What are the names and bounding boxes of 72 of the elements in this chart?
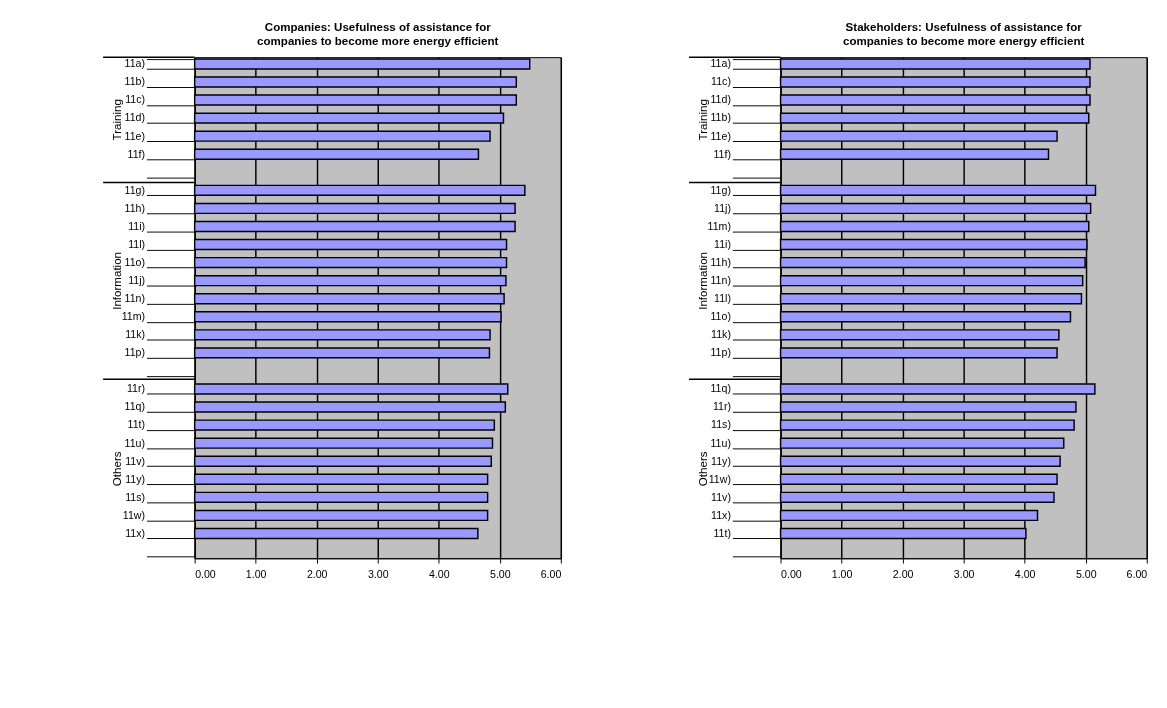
y-tick-label: 11r) [712, 400, 731, 413]
y-tick-label: 11i) [714, 237, 731, 250]
y-tick-label: 11w) [708, 472, 731, 485]
text: Information [697, 252, 710, 310]
y-tick-label: 11j) [128, 274, 146, 287]
x-tick-label: 5.00 [1075, 568, 1097, 581]
y-tick-label: 11v) [711, 490, 731, 503]
y-tick-label: 11a) [124, 57, 146, 70]
y-tick-label: 11j) [714, 201, 731, 214]
y-tick-label: 11e) [710, 129, 731, 142]
x-tick-label: 4.00 [1014, 568, 1036, 581]
x-tick-label: 6.00 [540, 568, 562, 581]
y-tick-label: 11o) [710, 310, 731, 323]
x-tick-label: 6.00 [1126, 568, 1148, 581]
y-tick-label: 11t) [713, 526, 731, 539]
x-tick-label: 1.00 [831, 568, 853, 581]
y-tick-label: 11h) [124, 201, 146, 214]
y-tick-label: 11m) [707, 219, 731, 232]
y-tick-label: 11b) [710, 111, 731, 124]
y-tick-label: 11f) [127, 147, 146, 160]
y-tick-label: 11d) [124, 111, 146, 124]
y-tick-label: 11n) [124, 292, 146, 305]
y-tick-label: 11u) [710, 436, 731, 449]
chart-title: Companies: Usefulness of assistance for companies to become more energy efficient [257, 21, 499, 47]
text: Training [111, 99, 124, 141]
y-tick-label: 11v) [125, 454, 146, 467]
y-tick-label: 11t) [127, 418, 146, 431]
y-tick-label: 11k) [125, 328, 146, 341]
y-tick-label: 11c) [711, 75, 731, 88]
y-tick-label: 11q) [124, 400, 146, 413]
x-tick-label: 2.00 [892, 568, 914, 581]
y-tick-label: 11c) [125, 93, 146, 106]
x-tick-label: 1.00 [245, 568, 267, 581]
x-tick-label: 3.00 [953, 568, 975, 581]
y-tick-label: 11g) [124, 183, 146, 196]
y-tick-label: 11p) [124, 346, 146, 359]
y-tick-label: 11p) [710, 346, 731, 359]
text: Training [697, 99, 710, 141]
y-tick-label: 11h) [710, 255, 731, 268]
text: Information [111, 252, 124, 310]
y-tick-label: 11w) [122, 508, 146, 521]
y-tick-label: 11l) [128, 237, 146, 250]
y-tick-label: 11q) [710, 382, 731, 395]
y-tick-label: 11i) [128, 219, 146, 232]
text: Others [697, 451, 710, 487]
x-tick-label: 0.00 [781, 568, 802, 581]
y-tick-label: 11r) [126, 382, 146, 395]
x-tick-label: 4.00 [428, 568, 450, 581]
x-tick-label: 2.00 [306, 568, 328, 581]
y-tick-label: 11x) [125, 526, 146, 539]
y-tick-label: 11a) [710, 57, 731, 70]
y-tick-label: 11d) [710, 93, 731, 106]
x-tick-label: 3.00 [367, 568, 389, 581]
x-tick-label: 5.00 [489, 568, 511, 581]
chart-title: Stakeholders: Usefulness of assistance for companies to become more energy efficient [843, 21, 1085, 47]
text: Others [111, 451, 124, 487]
y-tick-label: 11s) [711, 418, 731, 431]
y-tick-label: 11n) [710, 274, 731, 287]
y-tick-label: 11k) [711, 328, 731, 341]
y-tick-label: 11s) [125, 490, 146, 503]
y-tick-label: 11l) [714, 292, 731, 305]
y-tick-label: 11g) [710, 183, 731, 196]
y-tick-label: 11u) [124, 436, 146, 449]
y-tick-label: 11o) [124, 255, 146, 268]
y-tick-label: 11y) [125, 472, 146, 485]
y-tick-label: 11y) [711, 454, 731, 467]
y-tick-label: 11m) [121, 310, 146, 323]
y-tick-label: 11b) [124, 75, 146, 88]
y-tick-label: 11e) [124, 129, 146, 142]
y-tick-label: 11f) [713, 147, 731, 160]
y-tick-label: 11x) [711, 508, 731, 521]
x-tick-label: 0.00 [195, 568, 216, 581]
